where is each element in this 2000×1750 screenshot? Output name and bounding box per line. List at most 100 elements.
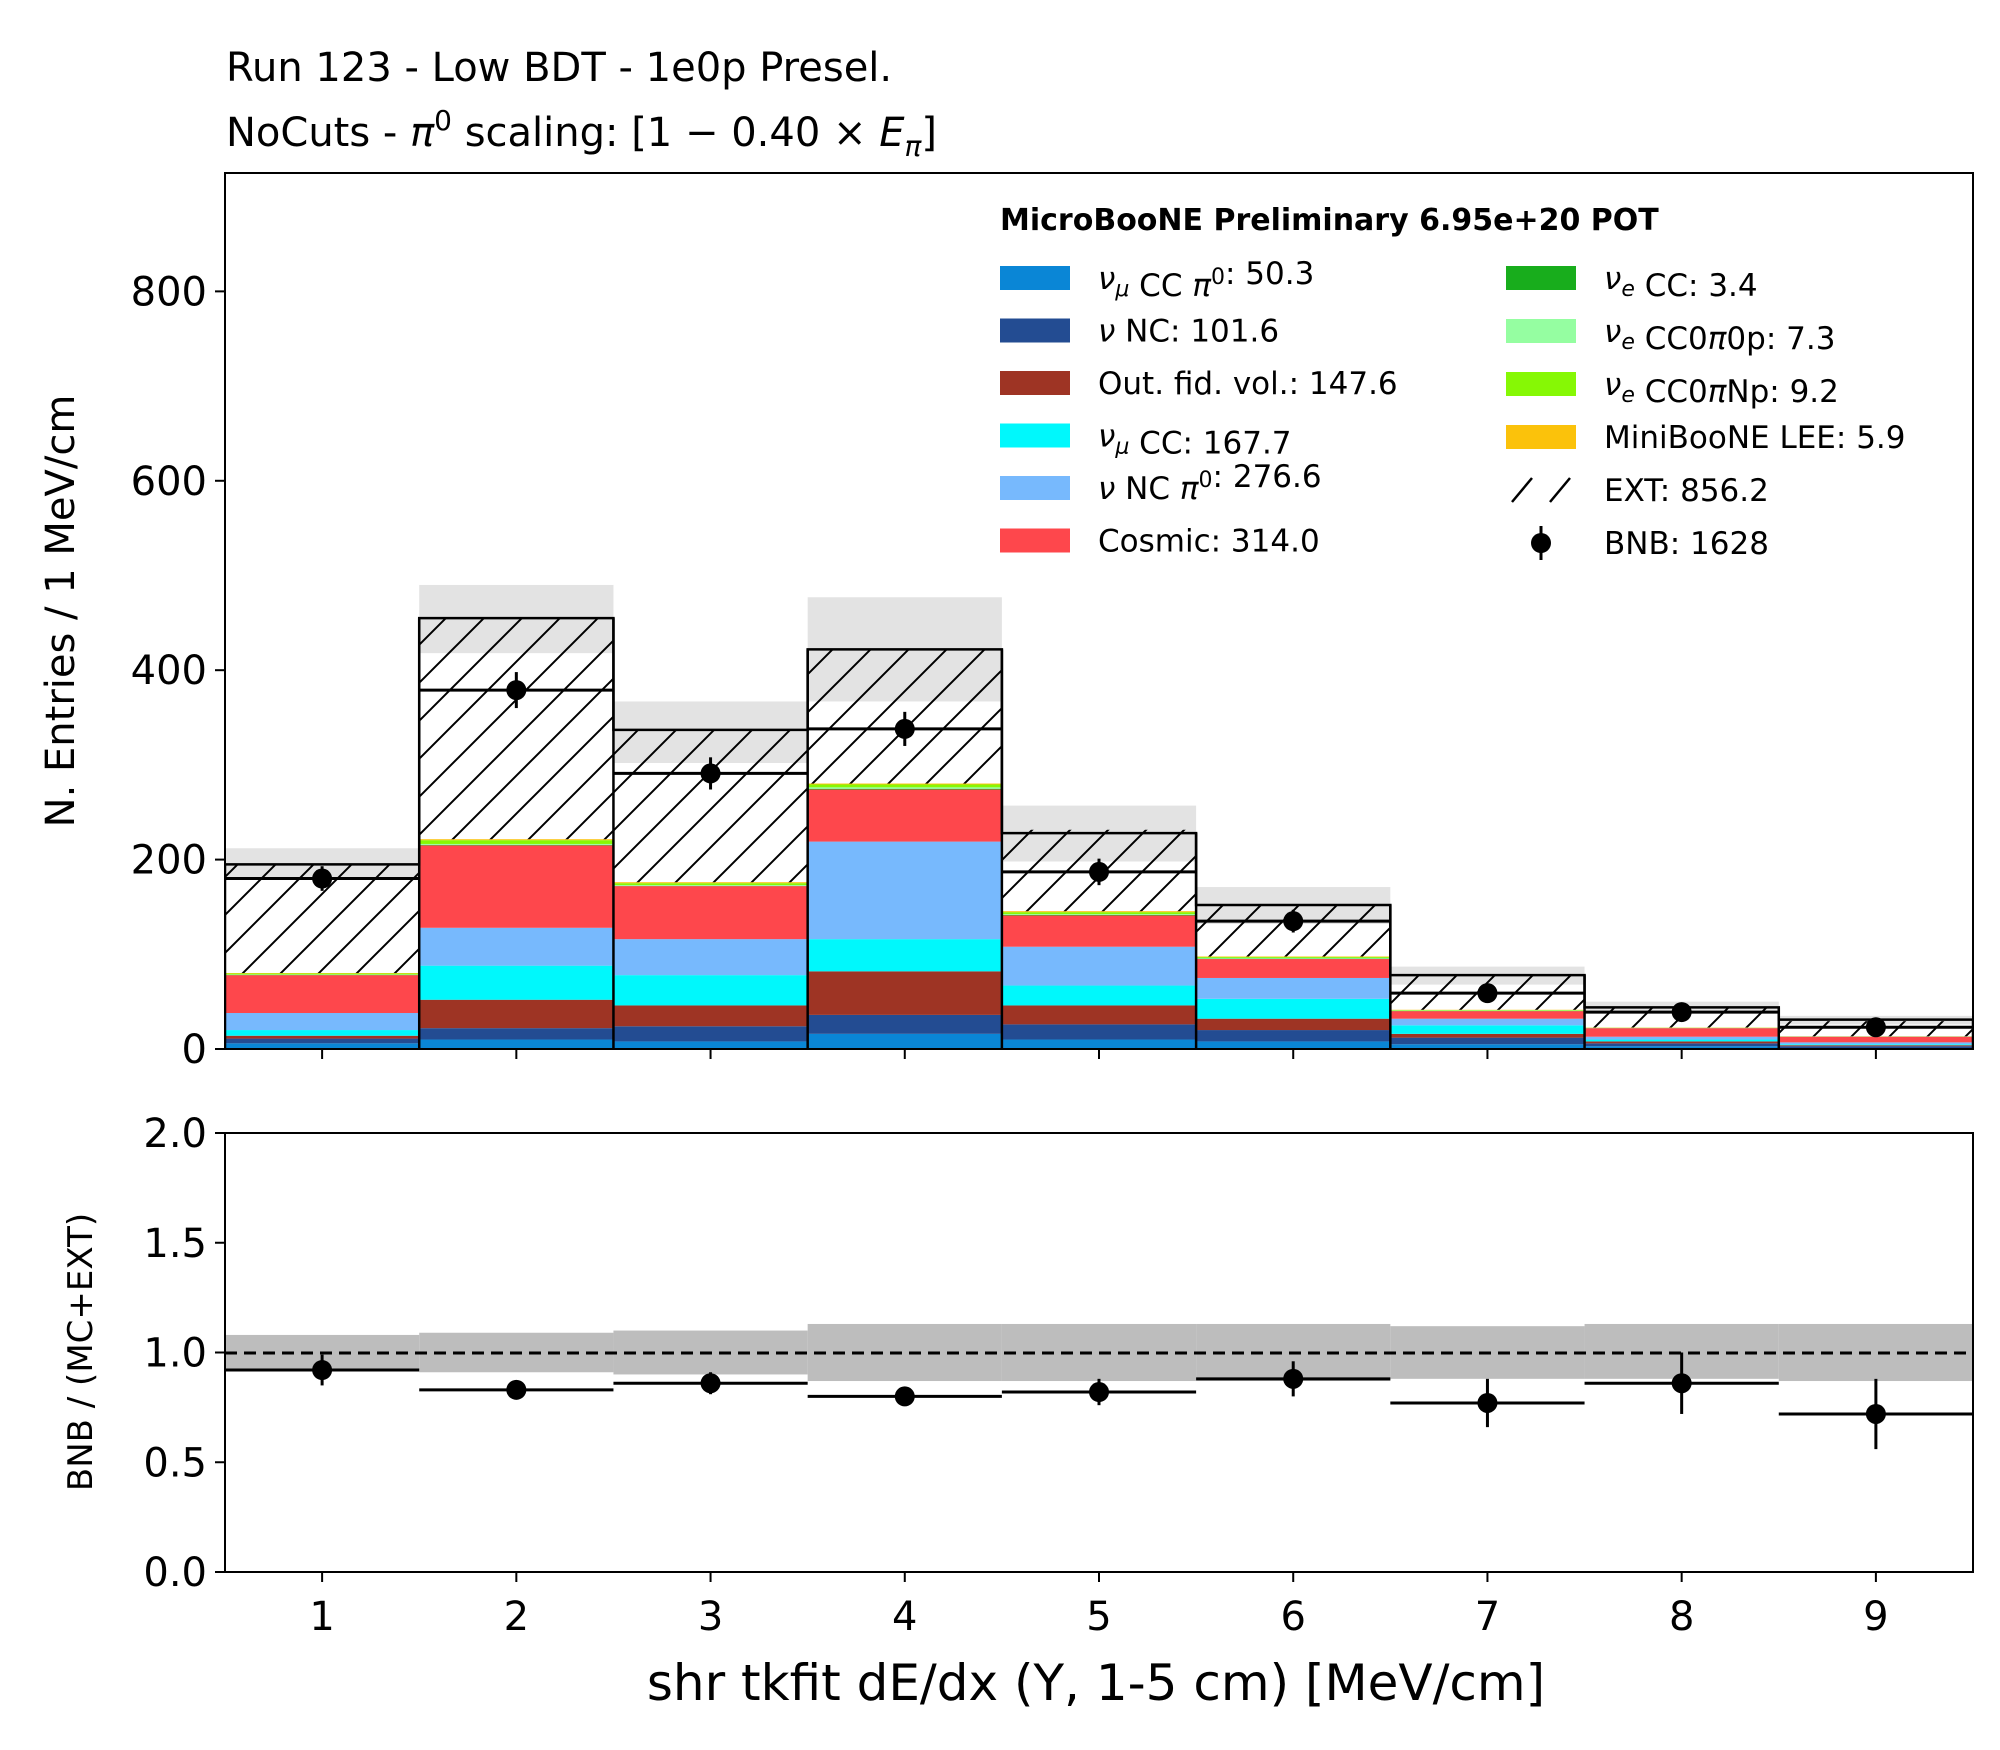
x-tick-label: 6 [1280,1594,1305,1640]
stack-bar-series-7 [613,885,808,886]
mc-plus-ext-outline [225,616,1973,1049]
stack-bar-series-4 [1778,1042,1973,1045]
stack-bar-series-4 [225,1013,420,1031]
ratio-point [894,1386,915,1407]
stack-bar-series-1 [807,1014,1002,1034]
legend-swatch [1000,318,1070,343]
legend-bnb-marker [1531,533,1551,553]
stack-bar-series-2 [807,971,1002,1015]
stack-bar-series-0 [1001,1039,1197,1049]
ratio-y-tick-label: 2.0 [143,1111,207,1157]
legend-label: νe CC0πNp: 9.2 [1604,367,1839,410]
stack-bar-series-2 [1196,1018,1391,1031]
stack-bar-series-1 [1196,1030,1391,1042]
stack-bar-series-8 [225,973,420,975]
stack-bar-series-8 [1196,956,1391,958]
stack-bar-series-4 [613,939,808,976]
stack-bar-series-1 [419,1028,614,1040]
stack-bar-series-7 [1196,957,1391,959]
stack-bar-series-2 [1584,1041,1779,1044]
stack-bar-series-3 [613,975,808,1006]
stack-bar-series-5 [419,845,614,928]
legend: MicroBooNE Preliminary 6.95e+20 POT νμ CC… [1000,203,1906,562]
ratio-point [700,1373,721,1394]
stack-bar-series-1 [1001,1024,1197,1040]
ratio-point [1477,1392,1498,1413]
stack-bar-series-3 [225,1030,420,1036]
ratio-y-axis: 0.0 0.5 1.0 1.5 2.0 [143,1111,225,1596]
chart-title-line2: NoCuts - π0 scaling: [1 − 0.40 × Eπ] [226,104,937,163]
stack-bar-series-10 [419,618,614,840]
legend-label: Out. fid. vol.: 147.6 [1098,366,1398,402]
legend-label: ν NC π0: 276.6 [1098,459,1322,507]
ratio-y-tick-label: 1.0 [143,1331,207,1377]
x-axis: 1 2 3 4 5 6 7 8 9 [309,1049,1889,1640]
bnb-point [1477,983,1498,1004]
chart-title-line1: Run 123 - Low BDT - 1e0p Presel. [226,45,892,91]
x-tick-label: 5 [1086,1594,1111,1640]
stack-bar-series-0 [613,1041,808,1049]
bnb-point [1089,861,1109,882]
stack-bar-series-5 [1196,959,1391,978]
stack-bar-series-1 [613,1026,808,1042]
main-y-tick-label: 400 [131,648,207,694]
legend-label: νμ CC π0: 50.3 [1098,256,1314,304]
stack-bar-series-8 [613,883,808,886]
stack-bar-series-2 [1001,1005,1197,1025]
bnb-point [312,868,333,889]
bnb-point [894,718,915,739]
stack-bar-series-5 [1778,1036,1973,1043]
main-y-axis-label: N. Entries / 1 MeV/cm [38,395,84,828]
legend-swatch [1000,476,1070,500]
stack-bar-series-4 [1584,1036,1779,1040]
stack-bar-series-3 [419,965,614,1000]
ratio-point [312,1360,333,1381]
ratio-y-tick-label: 1.5 [143,1221,207,1267]
bnb-point [506,680,527,701]
legend-label: νe CC0π0p: 7.3 [1604,314,1835,357]
legend-swatch [1506,319,1576,343]
stack-bar-series-3 [1196,998,1391,1019]
stack-bar-series-6 [807,788,1002,790]
x-tick-label: 8 [1669,1594,1694,1640]
stack-bar-series-8 [419,840,614,844]
legend-hatch-swatch [1511,477,1533,503]
legend-swatch [1506,425,1576,449]
stack-bar-series-2 [1778,1045,1973,1047]
ratio-point [506,1379,527,1400]
ratio-data-points [225,1352,1973,1450]
stack-bar-series-0 [1390,1044,1585,1049]
legend-swatch [1000,266,1070,290]
bnb-point [1865,1017,1886,1038]
x-tick-label: 9 [1863,1594,1888,1640]
main-y-tick-label: 0 [182,1027,207,1073]
legend-swatch [1000,371,1070,395]
stack-bar-series-2 [613,1005,808,1027]
stack-bar-series-9 [419,839,614,841]
stack-bar-series-4 [807,841,1002,940]
stack-bar-series-3 [1778,1044,1973,1046]
legend-label: BNB: 1628 [1604,526,1769,562]
stack-bar-series-7 [419,843,614,845]
stack-bar-series-4 [1390,1018,1585,1026]
stack-bar-series-0 [1584,1046,1779,1049]
legend-swatch [1506,266,1576,290]
stack-bar-series-1 [1584,1043,1779,1047]
legend-label: MiniBooNE LEE: 5.9 [1604,420,1906,456]
x-tick-label: 4 [892,1594,917,1640]
legend-label: EXT: 856.2 [1604,473,1769,509]
ratio-point [1283,1368,1304,1389]
stack-bar-series-0 [419,1039,614,1049]
stack-bar-series-7 [1001,914,1197,915]
legend-label: νe CC: 3.4 [1604,261,1758,304]
stack-bar-series-8 [1001,912,1197,915]
stack-bar-series-2 [419,999,614,1029]
stack-bar-series-1 [1390,1037,1585,1045]
stack-bar-series-10 [613,729,808,883]
stack-bar-series-0 [807,1033,1002,1049]
legend-title: MicroBooNE Preliminary 6.95e+20 POT [1000,203,1659,238]
legend-label: νμ CC: 167.7 [1098,419,1292,462]
stack-bar-series-9 [1001,911,1197,913]
ratio-y-tick-label: 0.0 [143,1550,207,1596]
stack-bar-series-0 [225,1043,420,1049]
